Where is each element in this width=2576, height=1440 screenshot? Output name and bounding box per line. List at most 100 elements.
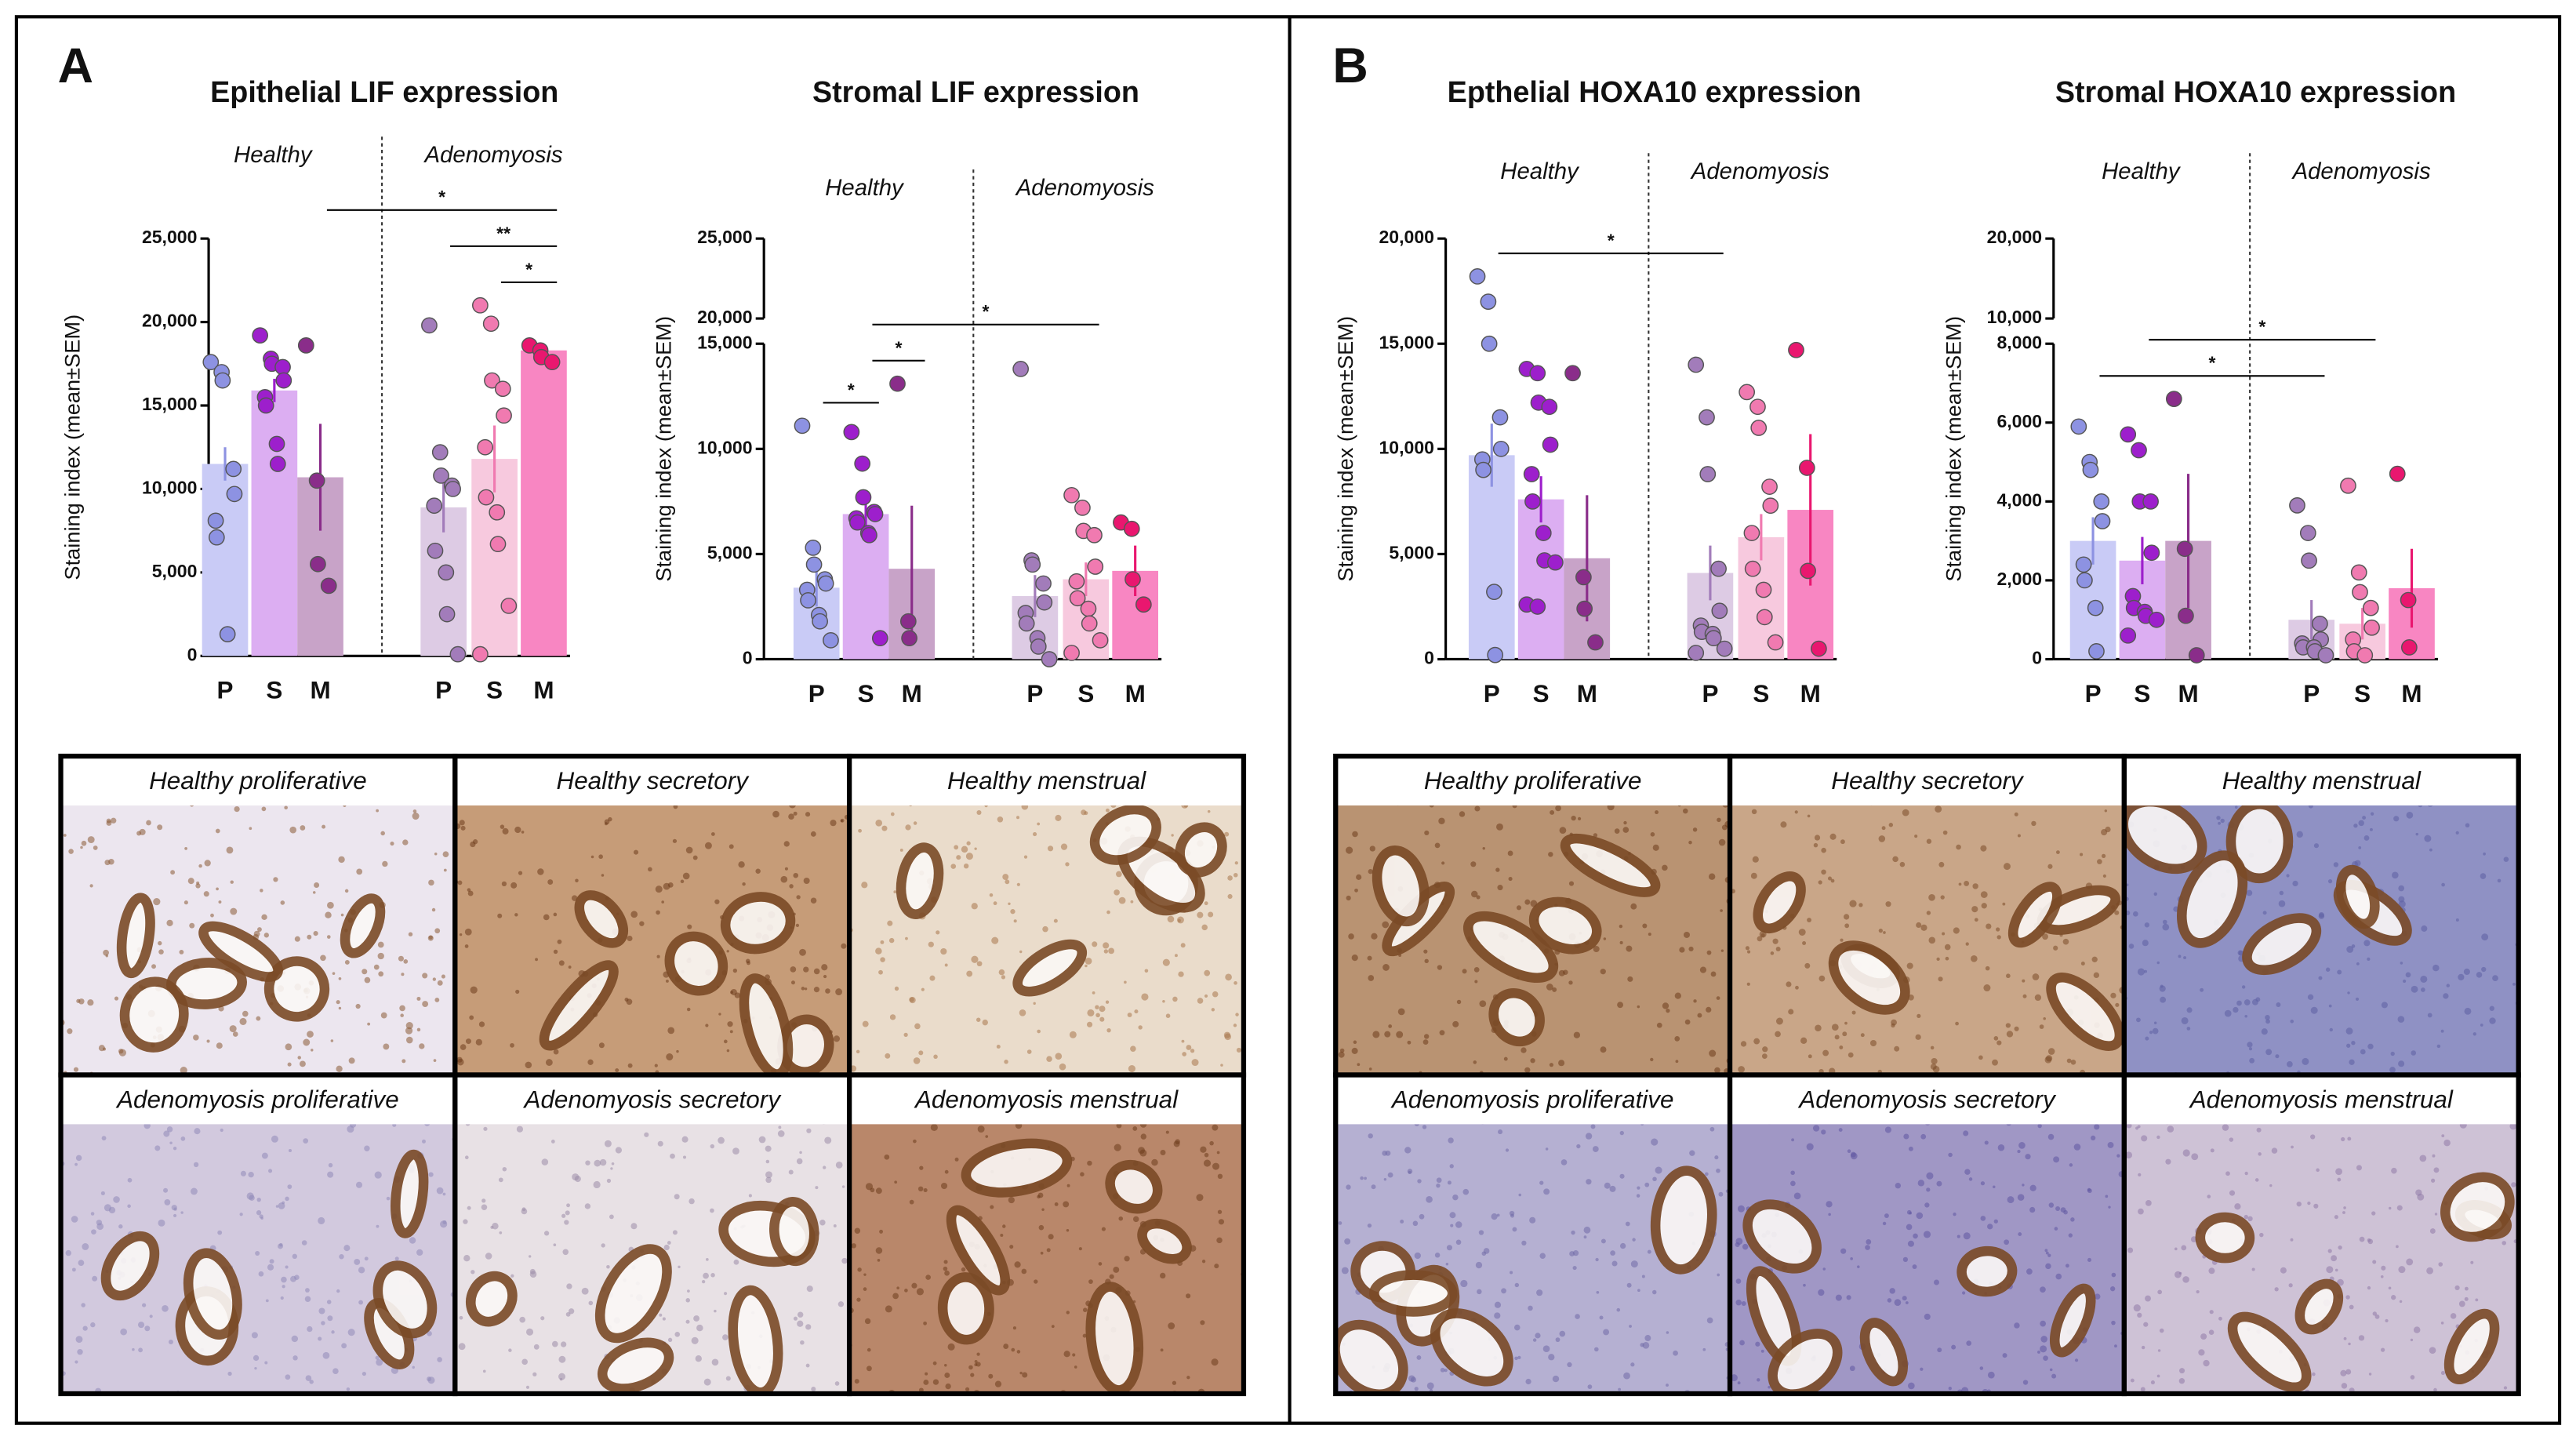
- cell: [1424, 958, 1429, 964]
- cell: [854, 1227, 861, 1234]
- y-tick-label: 5,000: [152, 561, 198, 581]
- cell: [2014, 812, 2018, 816]
- cell: [80, 845, 83, 849]
- cell: [401, 1059, 406, 1064]
- cell: [2141, 1345, 2145, 1350]
- cell: [1356, 874, 1362, 880]
- cell: [1224, 831, 1230, 837]
- cell: [2135, 1126, 2139, 1130]
- cell: [1647, 1249, 1651, 1254]
- cell: [2392, 871, 2399, 879]
- cell: [705, 1024, 709, 1027]
- cell: [1041, 1208, 1045, 1211]
- cell: [1626, 1282, 1632, 1288]
- cell: [367, 1022, 371, 1026]
- cell: [2127, 1247, 2134, 1253]
- cell: [1106, 808, 1110, 813]
- cell: [686, 1007, 691, 1012]
- cell: [2055, 1205, 2061, 1211]
- cell: [944, 1270, 950, 1276]
- cell: [904, 1289, 908, 1293]
- cell: [1186, 1376, 1190, 1380]
- cell: [2438, 1262, 2443, 1267]
- cell: [1907, 1240, 1914, 1247]
- cell: [483, 1126, 488, 1131]
- cell: [330, 1039, 334, 1042]
- cell: [1022, 1372, 1028, 1378]
- cell: [2258, 1152, 2262, 1156]
- cell: [977, 1125, 985, 1133]
- cell: [472, 839, 478, 845]
- cell: [2145, 1199, 2152, 1206]
- cell: [710, 832, 715, 836]
- cell: [887, 920, 893, 926]
- cell: [2398, 885, 2405, 892]
- cell: [2345, 1295, 2350, 1300]
- cell: [1474, 805, 1481, 812]
- cell: [422, 1139, 426, 1144]
- cell: [710, 1273, 715, 1278]
- cell: [2358, 846, 2362, 849]
- cell: [1507, 850, 1513, 856]
- cell: [1843, 914, 1850, 920]
- cell: [575, 878, 579, 882]
- cell: [2017, 834, 2021, 838]
- cell: [1180, 943, 1186, 948]
- cell: [464, 1155, 469, 1160]
- cell: [1200, 1146, 1207, 1153]
- cell: [1887, 1298, 1892, 1303]
- cell: [1762, 1046, 1768, 1053]
- cell: [216, 887, 219, 891]
- cell: [2371, 1211, 2376, 1216]
- cell: [609, 1214, 614, 1220]
- cell: [1352, 831, 1358, 838]
- cell: [674, 1194, 680, 1200]
- cell: [1040, 1251, 1044, 1255]
- cell: [706, 1257, 709, 1261]
- cell: [380, 831, 385, 836]
- cell: [913, 1057, 921, 1064]
- cell: [532, 1372, 537, 1376]
- cell: [2138, 1208, 2144, 1215]
- cell: [1132, 1216, 1139, 1223]
- cell: [519, 1316, 526, 1323]
- cell: [1382, 964, 1390, 971]
- cell: [1218, 1219, 1225, 1225]
- cell: [1127, 1013, 1132, 1017]
- cell: [905, 824, 911, 831]
- cell: [2370, 812, 2374, 816]
- cell: [344, 959, 350, 965]
- cell: [923, 1321, 927, 1325]
- cell: [1751, 809, 1757, 815]
- data-point: [1487, 646, 1504, 664]
- cell: [925, 1275, 931, 1280]
- cell: [1689, 1150, 1695, 1156]
- cell: [1821, 847, 1826, 853]
- cell: [2346, 1043, 2351, 1048]
- data-point: [1705, 630, 1722, 647]
- cell: [1085, 964, 1088, 968]
- cell: [1449, 1212, 1456, 1219]
- cell: [1151, 1158, 1158, 1166]
- cell: [321, 1321, 325, 1325]
- cell: [1705, 1172, 1709, 1176]
- cell: [2333, 862, 2339, 867]
- cell: [1906, 962, 1913, 969]
- data-point: [1710, 560, 1727, 577]
- cell: [288, 1148, 292, 1153]
- cell: [2271, 1147, 2278, 1154]
- cell: [2358, 1335, 2365, 1341]
- cell: [2022, 979, 2026, 983]
- cell: [553, 912, 558, 917]
- cell: [2274, 1287, 2279, 1292]
- data-point: [899, 613, 917, 630]
- cell: [2400, 962, 2403, 965]
- cell: [264, 1361, 268, 1365]
- cell: [1600, 1046, 1607, 1053]
- y-tick-label: 15,000: [1379, 332, 1434, 352]
- cell: [1132, 1126, 1138, 1131]
- cell: [2247, 1042, 2253, 1048]
- cell: [87, 836, 95, 843]
- cell: [1201, 1260, 1206, 1264]
- cell: [1204, 901, 1208, 906]
